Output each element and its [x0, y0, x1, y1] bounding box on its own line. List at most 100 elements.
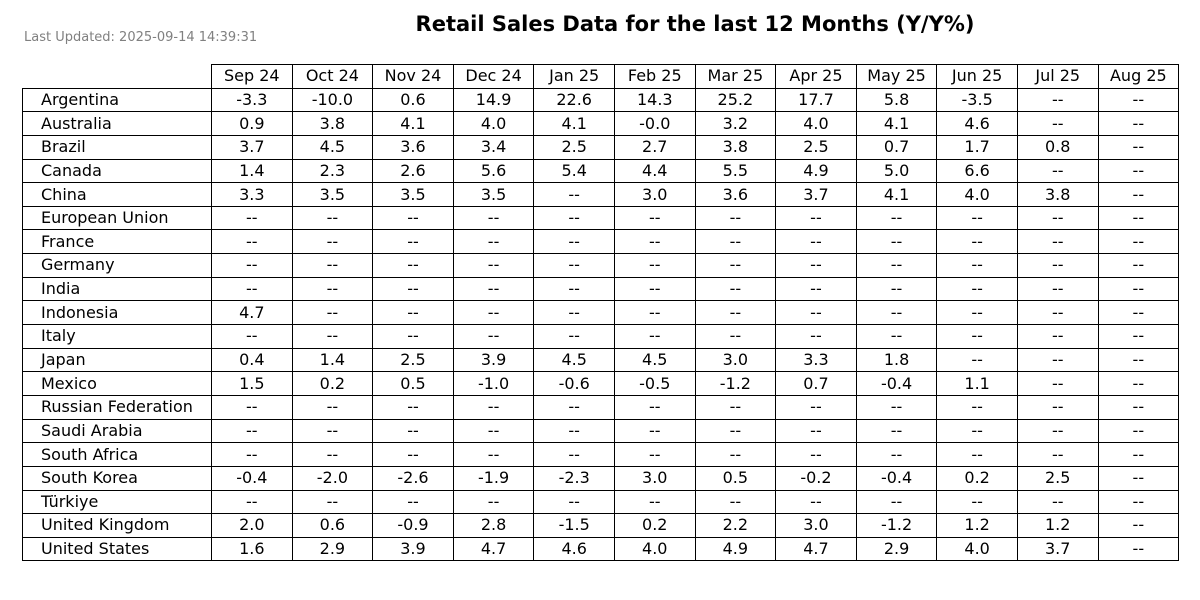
value-cell: --: [775, 324, 857, 349]
value-cell: 6.6: [936, 158, 1018, 184]
value-cell: --: [372, 300, 454, 326]
value-cell: 0.5: [372, 371, 454, 396]
value-cell: 1.5: [211, 371, 293, 396]
value-cell: 5.0: [855, 158, 938, 184]
value-cell: 1.7: [936, 134, 1018, 160]
value-cell: --: [1097, 371, 1180, 396]
value-cell: 2.5: [533, 134, 615, 160]
value-cell: --: [694, 442, 777, 467]
value-cell: 0.9: [211, 111, 293, 136]
value-cell: --: [1016, 324, 1099, 349]
value-cell: 2.9: [855, 536, 938, 562]
value-cell: --: [372, 418, 454, 444]
country-cell: Saudi Arabia: [22, 418, 212, 444]
table-row: Italy -- -- -- -- -- -- -- -- -- -- -- --: [22, 324, 1180, 349]
value-cell: 4.7: [775, 536, 857, 562]
value-cell: --: [1097, 229, 1180, 255]
value-cell: 2.5: [775, 134, 857, 160]
country-cell: Germany: [22, 253, 212, 278]
value-cell: --: [775, 229, 857, 255]
country-cell: Russian Federation: [22, 394, 212, 420]
value-cell: --: [855, 394, 938, 420]
country-cell: Indonesia: [22, 300, 212, 326]
value-cell: -10.0: [291, 87, 374, 113]
country-cell: Brazil: [22, 134, 212, 160]
table-row: Mexico 1.5 0.2 0.5 -1.0 -0.6 -0.5 -1.2 0.7 -0.4 1.…: [22, 371, 1180, 396]
value-cell: 1.6: [211, 536, 293, 562]
column-header: Feb 25: [613, 64, 696, 89]
value-cell: --: [1097, 536, 1180, 562]
column-header: Aug 25: [1097, 64, 1180, 89]
table-row: Japan 0.4 1.4 2.5 3.9 4.5 4.5 3.0 3.3 1.8 -- -- --: [22, 347, 1180, 373]
value-cell: --: [775, 442, 857, 467]
value-cell: -2.3: [533, 465, 615, 491]
column-header: Mar 25: [694, 64, 777, 89]
country-cell: Australia: [22, 111, 212, 136]
value-cell: --: [452, 276, 535, 302]
table-row: France -- -- -- -- -- -- -- -- -- -- -- --: [22, 229, 1180, 255]
value-cell: --: [1097, 300, 1180, 326]
table-row: Australia 0.9 3.8 4.1 4.0 4.1 -0.0 3.2 4.0 4.1 4.6…: [22, 111, 1180, 136]
value-cell: -0.9: [372, 513, 454, 538]
value-cell: 3.7: [1016, 536, 1099, 562]
value-cell: --: [936, 418, 1018, 444]
value-cell: -3.5: [936, 87, 1018, 113]
value-cell: 3.5: [291, 182, 374, 207]
value-cell: 4.5: [533, 347, 615, 373]
value-cell: --: [855, 229, 938, 255]
value-cell: --: [291, 276, 374, 302]
value-cell: -2.6: [372, 465, 454, 491]
value-cell: 22.6: [533, 87, 615, 113]
value-cell: 0.2: [613, 513, 696, 538]
value-cell: -0.6: [533, 371, 615, 396]
value-cell: --: [936, 276, 1018, 302]
value-cell: 3.8: [1016, 182, 1099, 207]
country-cell: Italy: [22, 324, 212, 349]
value-cell: 0.7: [855, 134, 938, 160]
value-cell: --: [613, 442, 696, 467]
value-cell: -1.9: [452, 465, 535, 491]
value-cell: --: [211, 253, 293, 278]
value-cell: --: [775, 205, 857, 231]
value-cell: 0.6: [291, 513, 374, 538]
value-cell: --: [613, 418, 696, 444]
value-cell: --: [372, 324, 454, 349]
value-cell: 2.6: [372, 158, 454, 184]
value-cell: --: [291, 489, 374, 515]
table-row: European Union -- -- -- -- -- -- -- -- -- -- -- --: [22, 205, 1180, 231]
country-cell: France: [22, 229, 212, 255]
value-cell: --: [452, 253, 535, 278]
value-cell: --: [936, 205, 1018, 231]
value-cell: --: [372, 229, 454, 255]
value-cell: --: [1016, 442, 1099, 467]
value-cell: --: [855, 300, 938, 326]
value-cell: 0.4: [211, 347, 293, 373]
value-cell: 5.5: [694, 158, 777, 184]
value-cell: --: [291, 229, 374, 255]
value-cell: --: [291, 205, 374, 231]
value-cell: --: [452, 205, 535, 231]
value-cell: --: [855, 276, 938, 302]
value-cell: 2.0: [211, 513, 293, 538]
value-cell: --: [936, 347, 1018, 373]
table-row: Brazil 3.7 4.5 3.6 3.4 2.5 2.7 3.8 2.5 0.7 1.7 0.8-…: [22, 134, 1180, 160]
value-cell: --: [775, 300, 857, 326]
value-cell: --: [694, 253, 777, 278]
value-cell: -0.5: [613, 371, 696, 396]
value-cell: --: [613, 276, 696, 302]
table-body: Argentina -3.3 -10.0 0.6 14.9 22.6 14.3 25.2 17.…: [22, 87, 1180, 562]
column-header: May 25: [855, 64, 938, 89]
value-cell: 25.2: [694, 87, 777, 113]
value-cell: --: [372, 253, 454, 278]
value-cell: 4.1: [533, 111, 615, 136]
value-cell: --: [1016, 394, 1099, 420]
value-cell: --: [936, 442, 1018, 467]
value-cell: 4.9: [694, 536, 777, 562]
value-cell: 1.4: [291, 347, 374, 373]
country-cell: Canada: [22, 158, 212, 184]
value-cell: --: [1097, 182, 1180, 207]
value-cell: 3.0: [694, 347, 777, 373]
column-header: Jan 25: [533, 64, 615, 89]
value-cell: --: [936, 489, 1018, 515]
value-cell: 4.7: [452, 536, 535, 562]
